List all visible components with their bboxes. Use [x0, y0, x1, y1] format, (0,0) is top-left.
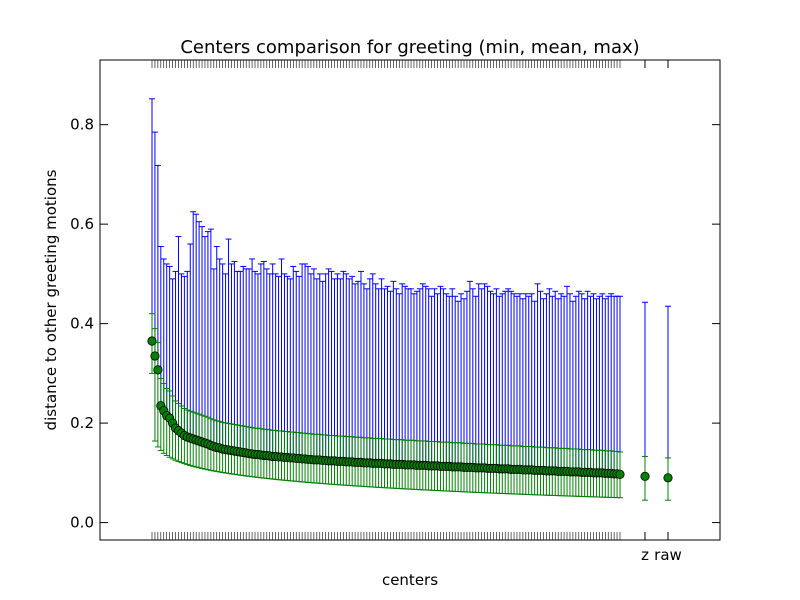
plot-area: 0.0 0.2 0.4 0.6 0.8 z raw	[70, 60, 720, 564]
chart-title: Centers comparison for greeting (min, me…	[180, 37, 639, 58]
baseline-mean-point	[640, 471, 650, 481]
y-tick-label: 0.6	[70, 215, 94, 233]
center-mean-point	[150, 351, 160, 361]
y-tick-label: 0.4	[70, 315, 94, 333]
y-tick-label: 0.0	[70, 514, 94, 532]
x-axis-label: centers	[382, 571, 438, 589]
x-tick-label: raw	[654, 546, 682, 564]
y-axis-label: distance to other greeting motions	[42, 169, 60, 430]
y-tick-label: 0.8	[70, 116, 94, 134]
center-mean-point	[147, 336, 157, 346]
plot-frame	[99, 59, 721, 541]
x-tick-label: z	[641, 546, 649, 564]
baseline-mean-point	[663, 473, 673, 483]
y-tick-label: 0.2	[70, 414, 94, 432]
center-mean-point	[615, 469, 625, 479]
center-mean-point	[153, 365, 163, 375]
